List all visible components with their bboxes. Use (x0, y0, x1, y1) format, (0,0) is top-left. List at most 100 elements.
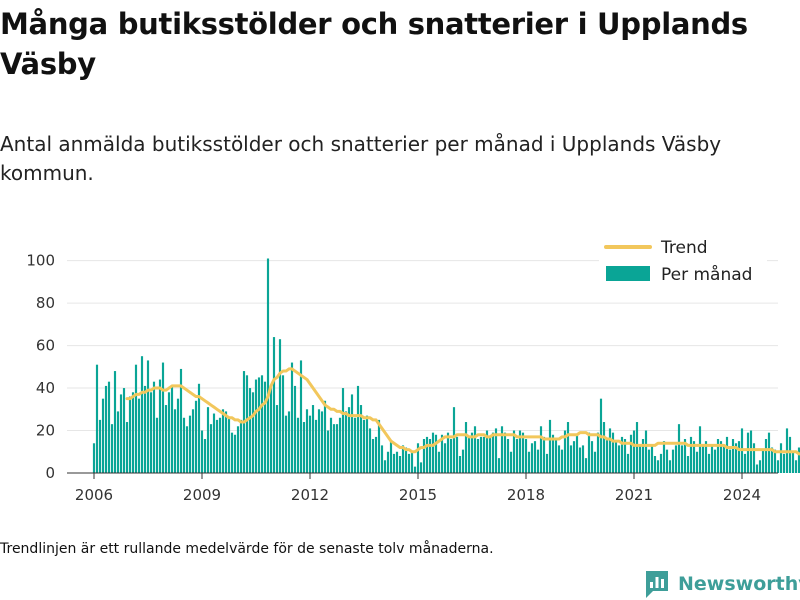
bar (239, 419, 243, 473)
bar (623, 439, 627, 473)
bar (188, 415, 192, 473)
bar (635, 422, 639, 473)
page-subtitle: Antal anmälda butiksstölder och snatteri… (0, 132, 722, 185)
bar (275, 405, 279, 473)
bar (506, 439, 510, 473)
bar (203, 439, 207, 473)
bar (545, 453, 549, 473)
bar (440, 434, 444, 473)
bar (248, 388, 252, 473)
bar (356, 385, 360, 473)
brand-name: Newsworthy (678, 573, 800, 595)
bar (500, 426, 504, 473)
bar (539, 426, 543, 473)
bar (443, 443, 447, 473)
bar (368, 428, 372, 473)
bar (260, 375, 264, 473)
bar (572, 441, 576, 473)
bar (665, 449, 669, 473)
bar (512, 430, 516, 473)
bar (485, 430, 489, 473)
bar (641, 439, 645, 473)
bar (557, 445, 561, 473)
bar (263, 381, 267, 473)
bar (488, 436, 492, 473)
bar (266, 258, 270, 473)
legend-bar-swatch (606, 266, 650, 281)
bar (251, 392, 255, 473)
bar (707, 453, 711, 473)
bar (704, 441, 708, 473)
bar (167, 392, 171, 473)
bar (776, 460, 780, 473)
bar (626, 453, 630, 473)
bar (377, 419, 381, 473)
legend: Trend Per månad (599, 238, 767, 293)
bar (257, 377, 261, 473)
bar (428, 439, 432, 473)
bar (503, 432, 507, 473)
bar (734, 443, 738, 473)
bar (284, 415, 288, 473)
bar (461, 449, 465, 473)
bar (269, 388, 273, 473)
bar (761, 449, 765, 473)
bar (419, 462, 423, 473)
bar (662, 441, 666, 473)
bar (713, 449, 717, 473)
bar (215, 419, 219, 473)
bar (470, 432, 474, 473)
bar (677, 424, 681, 473)
bar (509, 451, 513, 473)
trend-line (125, 367, 800, 456)
bar (197, 383, 201, 473)
bar (341, 388, 345, 473)
bar (311, 405, 315, 473)
bar (272, 337, 276, 473)
bar (653, 456, 657, 473)
bar (329, 417, 333, 473)
bar (317, 409, 321, 473)
y-tick-label: 0 (45, 464, 55, 482)
bar (362, 419, 366, 473)
bar (320, 411, 324, 473)
bar (299, 360, 303, 473)
bar (659, 453, 663, 473)
bar (230, 432, 234, 473)
x-tick-label: 2012 (291, 486, 329, 504)
bar (797, 447, 800, 473)
y-tick-label: 80 (36, 294, 55, 312)
bar (209, 424, 213, 473)
bar (563, 430, 567, 473)
bar (254, 379, 258, 473)
bar (779, 443, 783, 473)
bar (479, 436, 483, 473)
bar (302, 422, 306, 473)
bar (233, 434, 237, 473)
bar (380, 445, 384, 473)
bar (521, 432, 525, 473)
bar (161, 362, 165, 473)
bar (647, 449, 651, 473)
bar (179, 368, 183, 473)
bar (374, 436, 378, 473)
bar (134, 364, 138, 473)
bar (464, 422, 468, 473)
bar (767, 432, 771, 473)
x-tick-label: 2015 (399, 486, 437, 504)
bar (518, 430, 522, 473)
bar (113, 371, 117, 473)
bar (122, 388, 126, 473)
brand-logo[interactable]: Newsworthy (644, 568, 800, 600)
bar (371, 439, 375, 473)
bar (788, 436, 792, 473)
bar (554, 439, 558, 473)
bar (152, 381, 156, 473)
bar (176, 398, 180, 473)
bar (581, 445, 585, 473)
bar (683, 439, 687, 473)
bar (287, 411, 291, 473)
bar (323, 400, 327, 473)
bar (131, 392, 135, 473)
x-tick-label: 2024 (723, 486, 761, 504)
